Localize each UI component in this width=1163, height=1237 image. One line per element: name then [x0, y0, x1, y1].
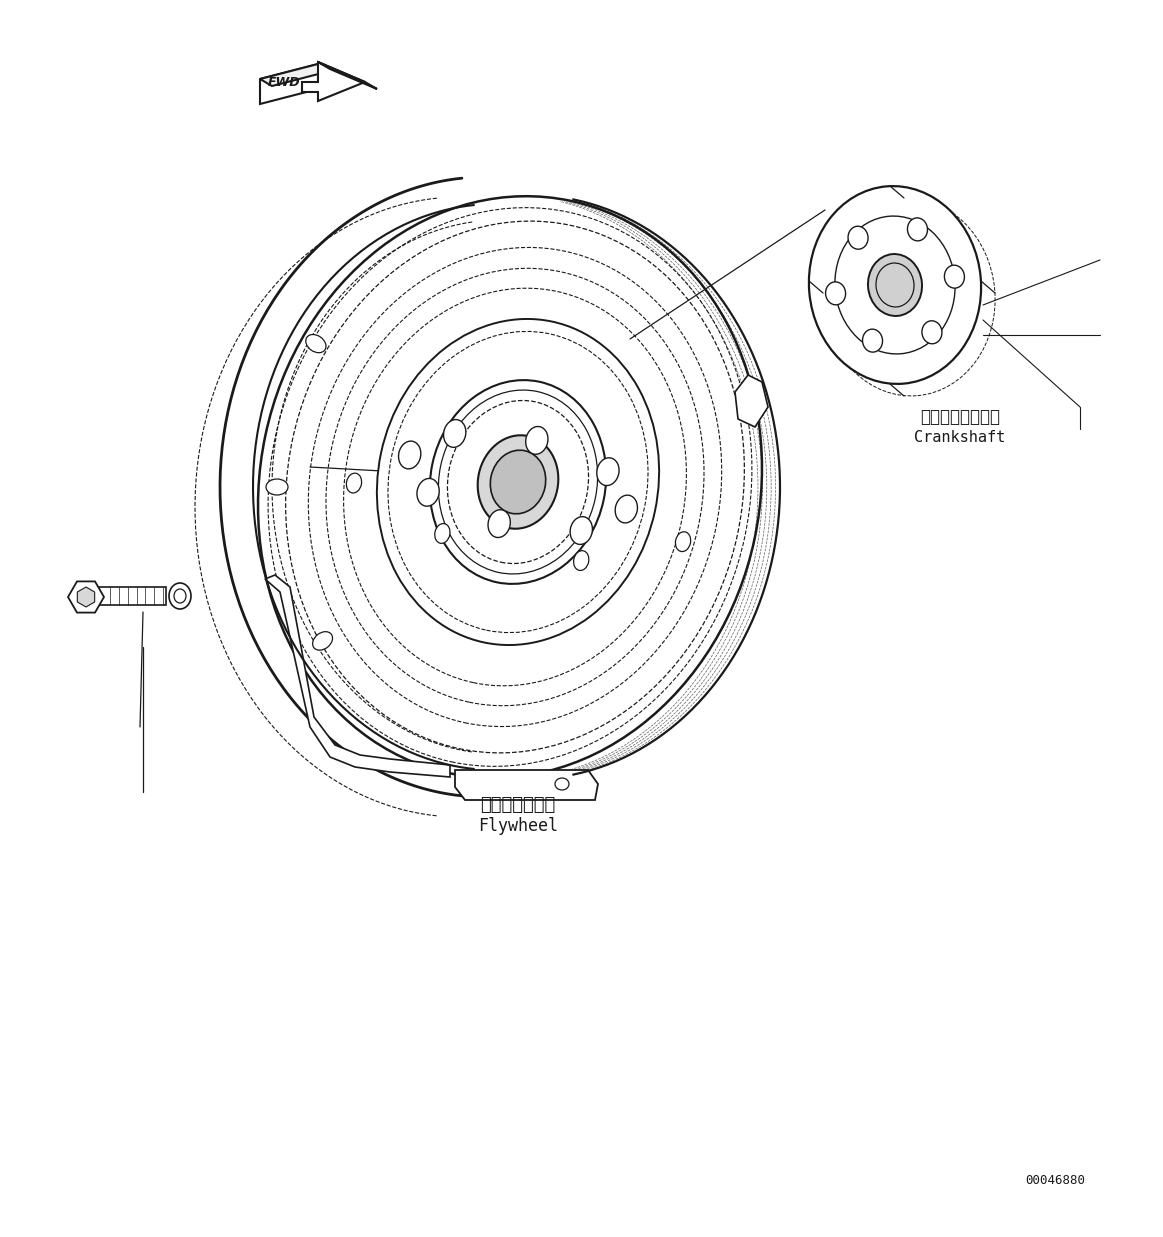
Ellipse shape	[443, 419, 466, 448]
Text: フライホイール: フライホイール	[480, 795, 556, 814]
Ellipse shape	[491, 450, 545, 513]
Ellipse shape	[430, 380, 606, 584]
Ellipse shape	[570, 517, 592, 544]
Ellipse shape	[266, 479, 288, 495]
Ellipse shape	[377, 319, 659, 644]
Text: Crankshaft: Crankshaft	[914, 429, 1006, 444]
Ellipse shape	[488, 510, 511, 538]
Ellipse shape	[174, 589, 186, 602]
Ellipse shape	[573, 550, 588, 570]
Ellipse shape	[435, 523, 450, 543]
Polygon shape	[735, 375, 768, 427]
Polygon shape	[317, 62, 377, 89]
Text: FWD: FWD	[267, 75, 300, 89]
Ellipse shape	[863, 329, 883, 353]
Ellipse shape	[676, 532, 691, 552]
Ellipse shape	[555, 778, 569, 790]
Ellipse shape	[399, 442, 421, 469]
Polygon shape	[261, 64, 330, 87]
Text: 00046880: 00046880	[1025, 1174, 1085, 1186]
Ellipse shape	[907, 218, 927, 241]
Ellipse shape	[848, 226, 868, 249]
Ellipse shape	[478, 435, 558, 528]
Polygon shape	[261, 64, 317, 104]
Ellipse shape	[597, 458, 619, 486]
Polygon shape	[98, 588, 166, 605]
Ellipse shape	[922, 320, 942, 344]
Ellipse shape	[826, 282, 846, 304]
Ellipse shape	[809, 186, 982, 383]
Text: Flywheel: Flywheel	[478, 816, 558, 835]
Ellipse shape	[169, 583, 191, 609]
Text: クランクシャフト: クランクシャフト	[920, 408, 1000, 426]
Polygon shape	[302, 62, 365, 101]
Polygon shape	[67, 581, 104, 612]
Ellipse shape	[306, 334, 326, 353]
Polygon shape	[455, 769, 598, 800]
Polygon shape	[265, 575, 450, 777]
Ellipse shape	[868, 254, 922, 315]
Ellipse shape	[313, 632, 333, 651]
Polygon shape	[78, 588, 94, 607]
Ellipse shape	[944, 265, 964, 288]
Ellipse shape	[615, 495, 637, 523]
Ellipse shape	[418, 479, 440, 506]
Ellipse shape	[526, 427, 548, 454]
Ellipse shape	[347, 474, 362, 494]
